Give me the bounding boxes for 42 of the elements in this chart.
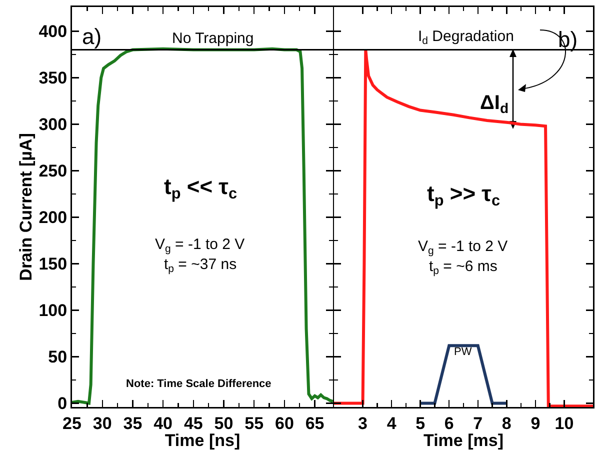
annotation: V$_{g}$ = -1 to 2 V (155, 236, 245, 256)
annotation: Note: Time Scale Difference (126, 378, 272, 390)
ref-line-label: I$_{d}$ Degradation (418, 28, 514, 48)
x-tick-label: 5 (416, 414, 426, 433)
y-tick-label: 300 (38, 115, 68, 134)
x-tick-label: 50 (214, 414, 234, 433)
x-tick-label: 40 (154, 414, 173, 433)
x-tick-label: 45 (184, 414, 203, 433)
y-tick-label: 50 (48, 348, 68, 367)
x-tick-label: 60 (274, 414, 294, 433)
x-tick-label: 65 (305, 414, 324, 433)
x-tick-label: 35 (123, 414, 142, 433)
y-tick-label: 150 (38, 254, 68, 274)
y-tick-label: 250 (38, 162, 68, 181)
y-tick-label: 350 (38, 68, 68, 88)
x-tick-label: 6 (444, 414, 454, 433)
annotation: a) (82, 24, 102, 49)
x-tick-label: 10 (554, 414, 574, 433)
y-tick-label: 100 (38, 301, 68, 320)
annotation: b) (558, 27, 578, 52)
x-tick-label: 30 (92, 414, 112, 433)
x-axis-title: Time [ns] (164, 431, 240, 450)
annotation: t$_{p}$ = ~37 ns (164, 256, 237, 276)
x-tick-label: 7 (473, 414, 483, 433)
x-tick-label: 4 (386, 414, 397, 433)
y-tick-label: 400 (38, 22, 68, 42)
x-tick-label: 25 (62, 414, 82, 433)
y-tick-label: 0 (58, 394, 68, 414)
x-axis-title: Time [ms] (424, 431, 504, 450)
x-tick-label: 55 (244, 414, 264, 433)
annotation: t$_{p}$ << τ$_{c}$ (164, 174, 238, 203)
x-tick-label: 3 (358, 414, 368, 433)
annotation: V$_{g}$ = -1 to 2 V (418, 238, 508, 258)
annotation: ΔI$_{d}$ (480, 92, 508, 116)
y-tick-label: 200 (38, 208, 68, 228)
y-axis-title: Drain Current [µA] (16, 133, 36, 281)
ref-line-label: No Trapping (172, 30, 254, 47)
x-tick-label: 8 (502, 414, 512, 433)
annotation: t$_{p}$ = ~6 ms (429, 258, 498, 278)
x-tick-label: 9 (530, 414, 540, 433)
annotation: PW (454, 346, 472, 358)
annotation: t$_{p}$ >> τ$_{c}$ (427, 181, 500, 210)
